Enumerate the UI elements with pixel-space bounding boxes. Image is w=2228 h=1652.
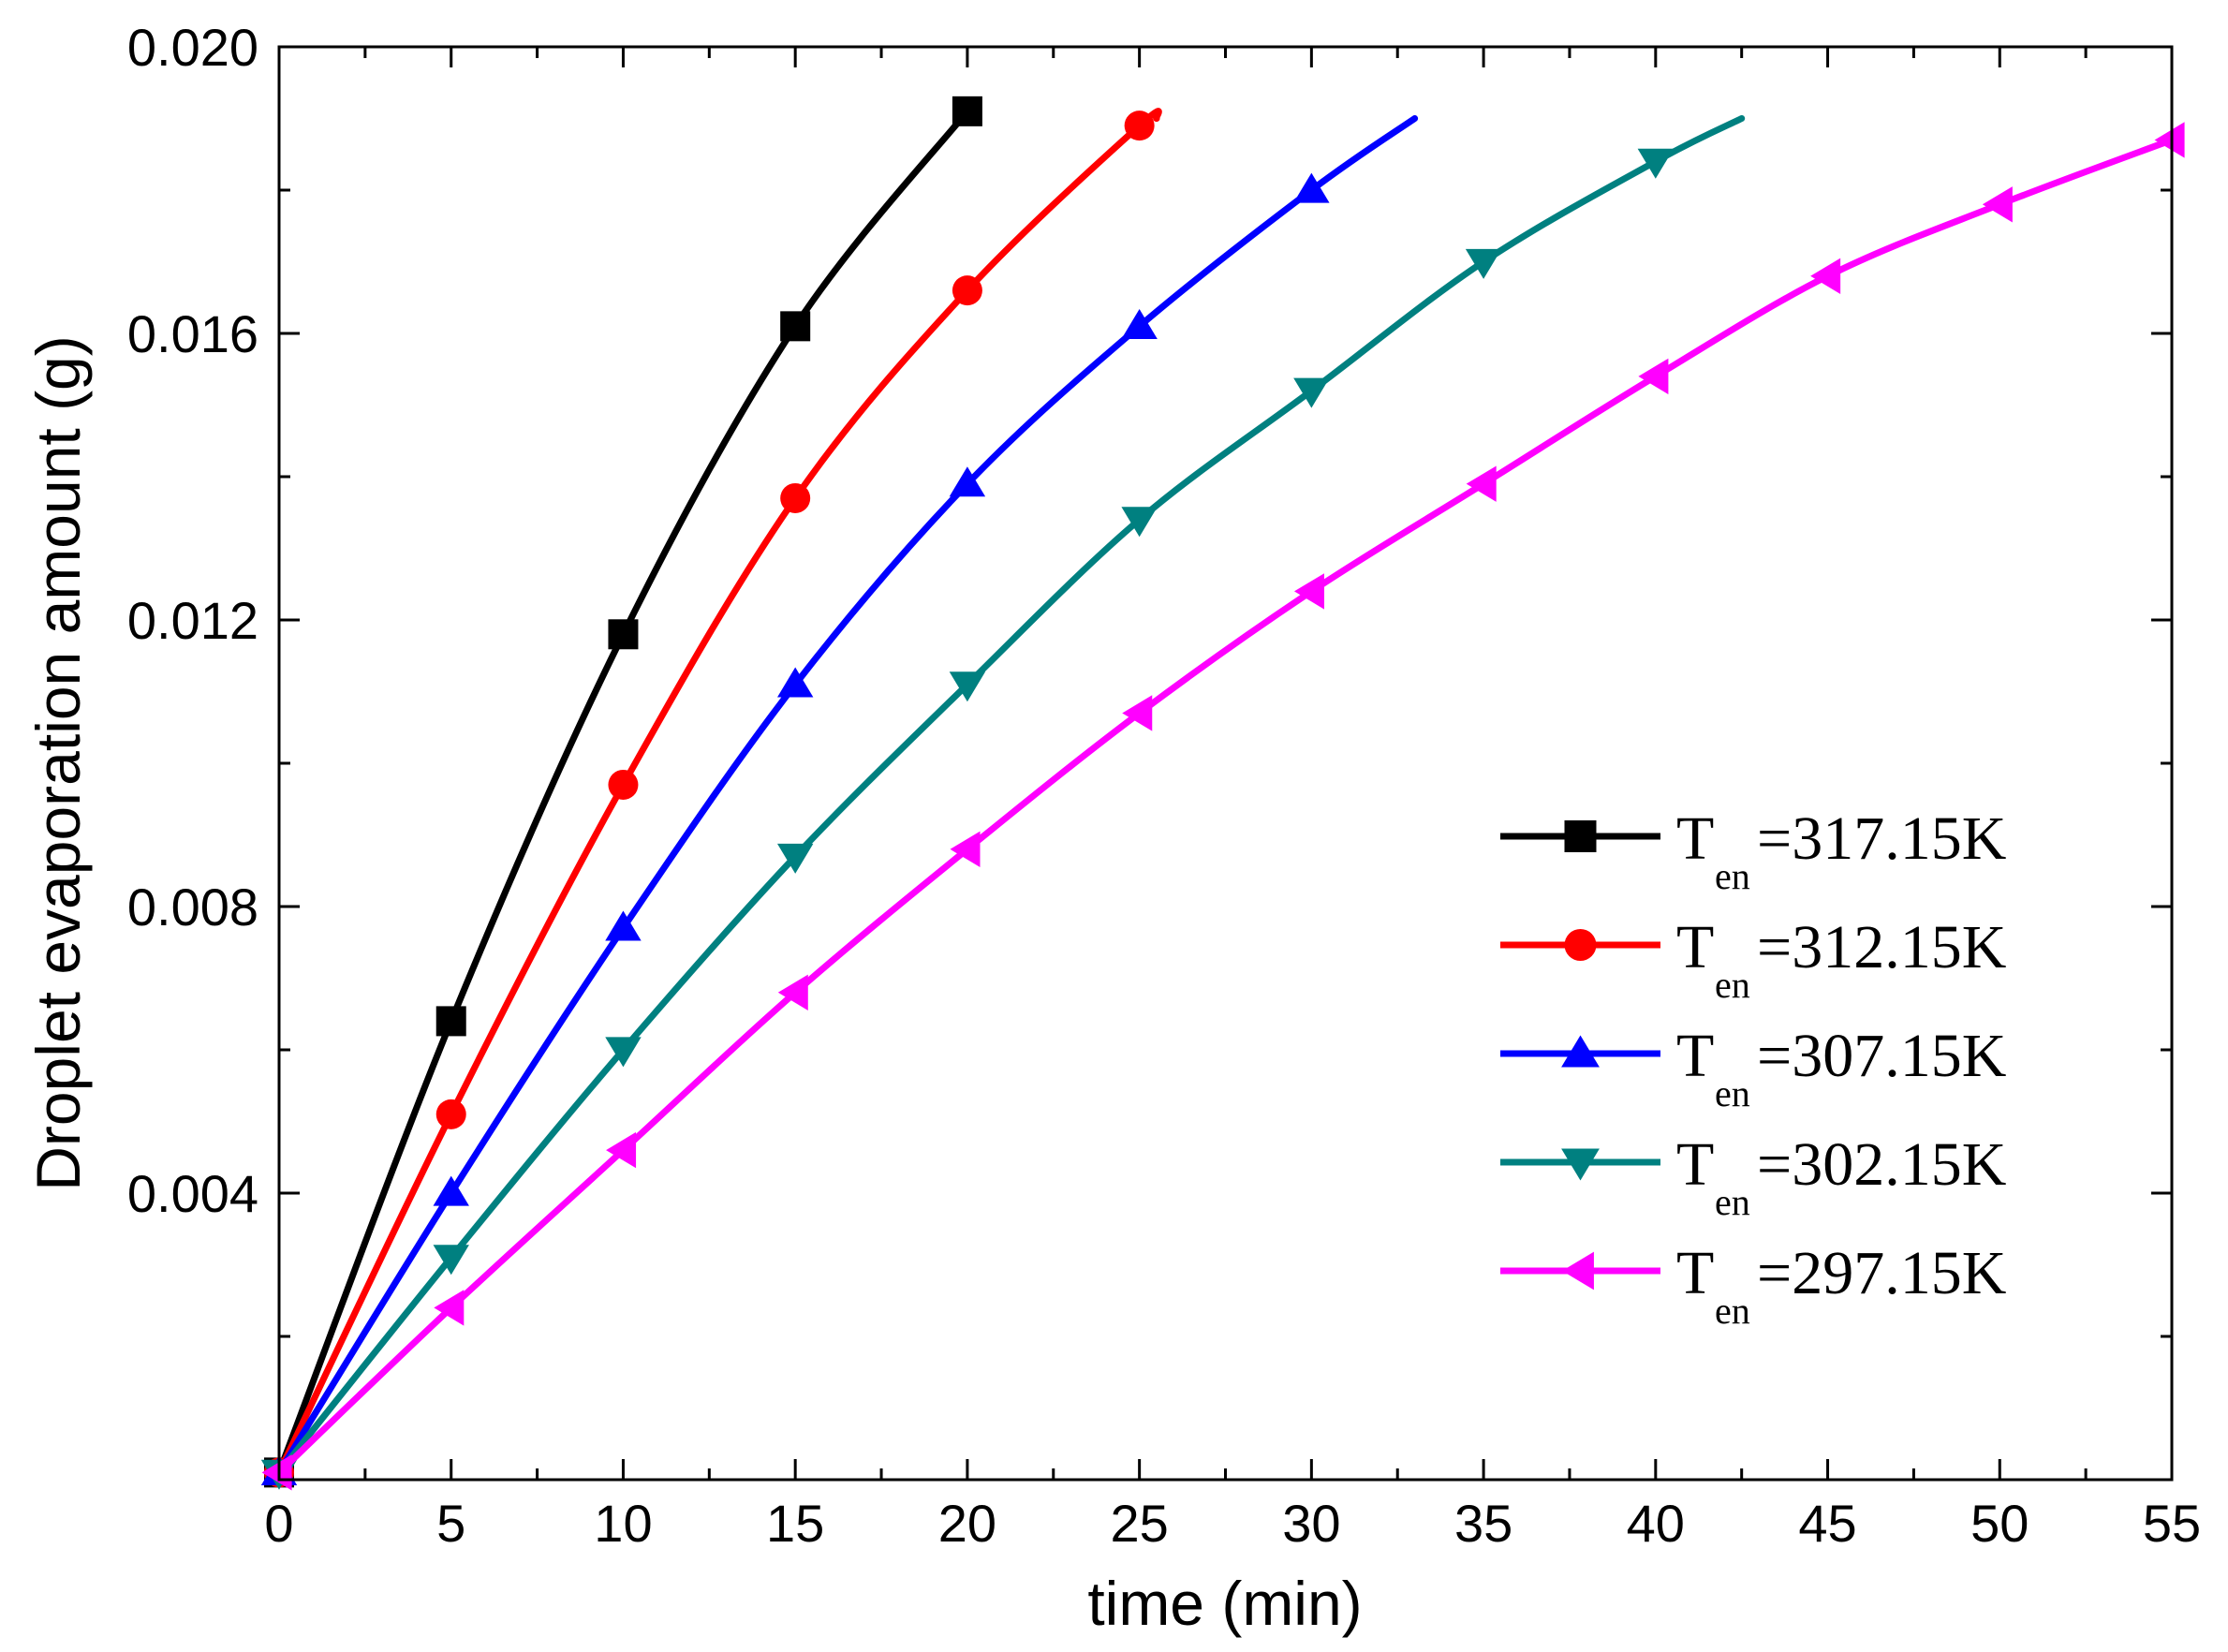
y-tick-label: 0.020 — [127, 18, 258, 77]
legend-marker — [1564, 929, 1597, 961]
data-point-marker — [1982, 186, 2013, 223]
data-point-marker — [1465, 248, 1502, 279]
legend-label-value: =307.15K — [1757, 1022, 2006, 1090]
y-tick-label: 0.008 — [127, 878, 258, 937]
legend-label-main: T — [1676, 1130, 1714, 1199]
legend-item: Ten=302.15K — [1500, 1130, 2006, 1223]
legend-label-value: =312.15K — [1757, 913, 2006, 981]
y-axis-title: Droplet evaporation amount (g) — [23, 335, 93, 1191]
legend-label-sub: en — [1715, 1072, 1750, 1114]
legend-marker — [1561, 1035, 1600, 1068]
data-point-marker — [605, 910, 642, 941]
data-point-marker — [1293, 172, 1330, 203]
x-tick-label: 30 — [1282, 1494, 1340, 1553]
data-point-marker — [1293, 377, 1330, 408]
legend-label-main: T — [1676, 1239, 1714, 1307]
data-point-marker — [608, 619, 639, 650]
data-point-marker — [1293, 573, 1324, 610]
legend-label-sub: en — [1715, 1181, 1750, 1223]
x-tick-label: 10 — [594, 1494, 652, 1553]
y-tick-label: 0.004 — [127, 1164, 258, 1223]
x-tick-label: 55 — [2143, 1494, 2201, 1553]
data-point-marker — [433, 1175, 469, 1206]
series-layer — [260, 96, 2185, 1491]
data-point-marker — [1122, 695, 1153, 731]
data-point-marker — [261, 1454, 292, 1491]
legend-marker — [1564, 820, 1597, 852]
legend-marker — [1561, 1148, 1600, 1181]
y-tick-label: 0.016 — [127, 304, 258, 363]
data-point-marker — [1121, 507, 1158, 538]
data-point-marker — [435, 1099, 466, 1129]
ticks-layer: 0 5 10 15 20 25 30 35 40 45 50 55 0.004 0.008 0.012 0.0… — [127, 18, 2201, 1553]
legend-label-sub: en — [1715, 855, 1750, 897]
data-point-marker — [433, 1245, 469, 1276]
x-tick-label: 0 — [264, 1494, 293, 1553]
legend-item: Ten=297.15K — [1500, 1239, 2006, 1332]
data-point-marker — [434, 1290, 465, 1326]
data-point-marker — [952, 275, 982, 306]
data-point-marker — [952, 96, 982, 126]
data-point-marker — [1124, 111, 1155, 141]
x-tick-label: 20 — [938, 1494, 996, 1553]
legend-item: Ten=317.15K — [1500, 804, 2006, 897]
data-point-marker — [1638, 358, 1669, 395]
legend-label-value: =302.15K — [1757, 1130, 2006, 1199]
data-point-marker — [777, 974, 808, 1010]
x-axis-title: time (min) — [1087, 1569, 1362, 1638]
legend-item: Ten=307.15K — [1500, 1022, 2006, 1114]
data-point-marker — [776, 843, 814, 874]
legend-label-value: =297.15K — [1757, 1239, 2006, 1307]
data-point-marker — [950, 831, 981, 867]
data-point-marker — [1810, 258, 1841, 294]
series-3 — [260, 115, 1746, 1490]
data-point-marker — [949, 671, 986, 702]
legend: Ten=317.15KTen=312.15KTen=307.15KTen=302… — [1500, 804, 2006, 1332]
data-point-marker — [1121, 308, 1158, 339]
legend-label-main: T — [1676, 913, 1714, 981]
data-point-marker — [608, 769, 639, 800]
data-point-marker — [435, 1006, 466, 1037]
data-point-marker — [780, 311, 811, 342]
series-line — [275, 115, 1746, 1476]
data-point-marker — [1466, 465, 1497, 502]
data-point-marker — [780, 482, 811, 513]
data-point-marker — [2154, 122, 2185, 158]
x-tick-label: 15 — [766, 1494, 824, 1553]
legend-marker — [1561, 1251, 1594, 1291]
series-line — [275, 108, 1162, 1476]
x-tick-label: 35 — [1454, 1494, 1512, 1553]
x-tick-label: 45 — [1798, 1494, 1856, 1553]
legend-label-value: =317.15K — [1757, 804, 2006, 873]
x-tick-label: 25 — [1110, 1494, 1168, 1553]
series-2 — [260, 115, 1419, 1485]
data-point-marker — [776, 667, 814, 698]
legend-label-sub: en — [1715, 1290, 1750, 1332]
data-point-marker — [605, 1037, 642, 1068]
y-tick-label: 0.012 — [127, 591, 258, 650]
legend-label-main: T — [1676, 804, 1714, 873]
data-point-marker — [949, 466, 986, 497]
data-point-marker — [606, 1131, 637, 1169]
series-line — [275, 108, 971, 1476]
x-tick-label: 50 — [1970, 1494, 2029, 1553]
series-4 — [261, 122, 2185, 1491]
x-tick-label: 5 — [436, 1494, 465, 1553]
legend-item: Ten=312.15K — [1500, 913, 2006, 1006]
data-point-marker — [1637, 148, 1675, 179]
legend-label-sub: en — [1715, 964, 1750, 1006]
x-tick-label: 40 — [1627, 1494, 1685, 1553]
legend-label-main: T — [1676, 1022, 1714, 1090]
